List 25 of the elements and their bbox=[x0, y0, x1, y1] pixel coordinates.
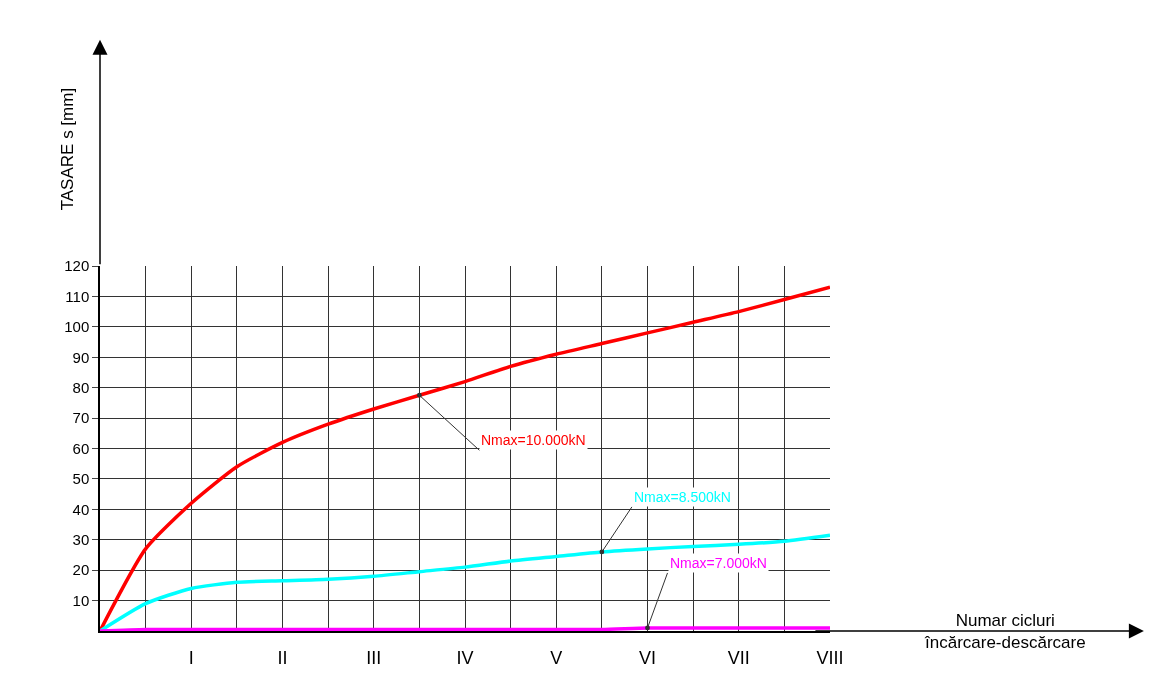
y-tick-label: 10 bbox=[72, 591, 90, 609]
y-tick-label: 40 bbox=[72, 500, 90, 518]
y-tick-label: 50 bbox=[72, 470, 90, 488]
x-tick-label: VIII bbox=[816, 648, 844, 669]
text: Nmax=10.000kN bbox=[481, 432, 586, 448]
y-tick-label: 20 bbox=[72, 561, 90, 579]
text: Nmax=7.000kN bbox=[670, 555, 767, 571]
x-tick-label: VI bbox=[638, 648, 657, 669]
y-tick-label: 70 bbox=[72, 409, 90, 427]
x-tick-label: I bbox=[188, 648, 194, 669]
x-tick-label: VII bbox=[727, 648, 750, 669]
y-tick-label: 110 bbox=[65, 287, 90, 305]
y-axis-title: TASARE s [mm] bbox=[57, 87, 77, 211]
x-tick-label: III bbox=[366, 648, 382, 669]
text: Nmax=8.500kN bbox=[634, 489, 731, 505]
y-tick-label: 120 bbox=[64, 257, 90, 275]
y-tick-label: 90 bbox=[72, 348, 90, 366]
y-tick-label: 100 bbox=[64, 318, 90, 336]
x-axis-title: Numar cicluri încărcare-descărcare bbox=[924, 611, 1086, 653]
y-tick-label: 80 bbox=[72, 378, 90, 396]
y-tick-label: 60 bbox=[72, 439, 90, 457]
x-tick-label: V bbox=[550, 648, 563, 669]
y-tick-label: 30 bbox=[72, 531, 90, 548]
x-tick-label: IV bbox=[456, 648, 474, 669]
x-tick-label: II bbox=[277, 648, 288, 669]
